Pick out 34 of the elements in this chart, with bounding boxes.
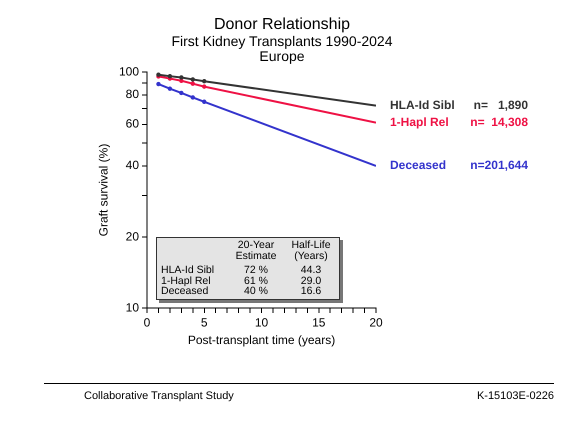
series-label: 1-Hapl Rel <box>390 114 449 129</box>
text: Collaborative Transplant Study <box>84 390 234 402</box>
text: K-15103E-0226 <box>476 390 554 402</box>
x-tick-label: 5 <box>200 316 208 330</box>
chart-title: Donor Relationship <box>212 16 352 34</box>
x-tick-label: 0 <box>144 316 151 330</box>
annotation: 61 % <box>243 274 269 286</box>
annotation: 29.0 <box>300 274 322 286</box>
x-tick-label: 15 <box>312 316 326 330</box>
x-tick-label: 20 <box>369 316 383 330</box>
annotation: Half-Life (Years) <box>290 239 332 262</box>
text: n=201,644 <box>470 158 528 172</box>
x-axis-title: Post-transplant time (years) <box>188 333 336 348</box>
y-tick-label: 100 <box>118 64 140 78</box>
text: n= 1,890 <box>474 98 528 112</box>
annotation: HLA-Id Sibl <box>161 264 216 276</box>
annotation: 20-Year Estimate <box>234 239 278 262</box>
annotation: 40 % <box>243 285 269 297</box>
x-tick-label: 10 <box>254 316 268 330</box>
y-axis-title: Graft survival (%) <box>96 144 111 236</box>
y-tick-label: 80 <box>126 87 140 102</box>
y-tick-label: 60 <box>126 116 140 131</box>
text: n= 14,308 <box>470 114 528 129</box>
annotation: Deceased <box>161 285 210 297</box>
y-tick-label: 20 <box>126 229 140 244</box>
annotation: 1-Hapl Rel <box>161 274 212 286</box>
annotation: 44.3 <box>300 264 322 276</box>
series-label: Deceased <box>390 158 446 172</box>
y-tick-label: 10 <box>126 300 140 314</box>
y-tick-label: 40 <box>126 158 140 172</box>
annotation: 16.6 <box>300 285 322 297</box>
series-label: HLA-Id Sibl <box>390 98 455 112</box>
annotation: 72 % <box>243 264 269 276</box>
chart-subtitle: First Kidney Transplants 1990-2024 Europe <box>170 33 394 64</box>
